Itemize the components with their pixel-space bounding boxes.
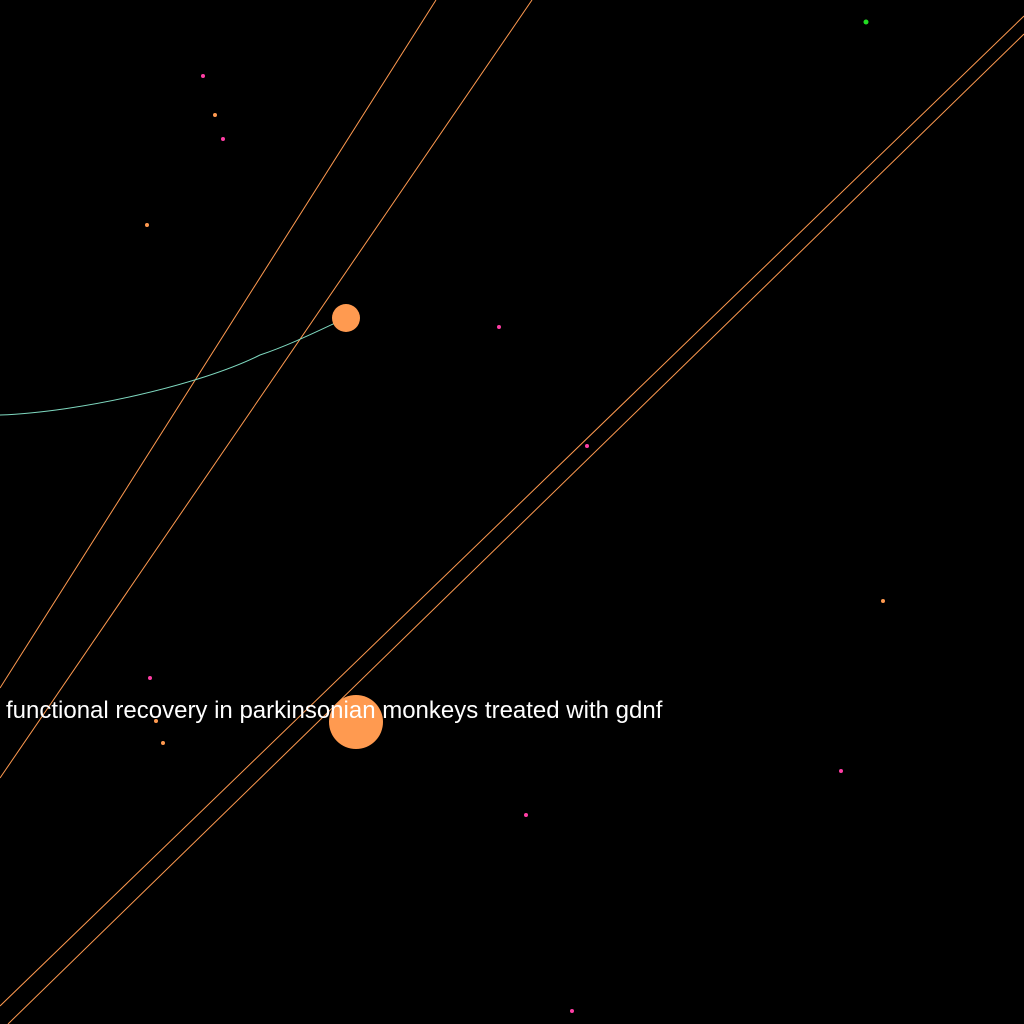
graph-node-large[interactable] bbox=[329, 695, 383, 749]
graph-node[interactable] bbox=[154, 719, 158, 723]
labels-layer: functional recovery in parkinsonian monk… bbox=[6, 697, 663, 724]
edge bbox=[0, 317, 347, 416]
graph-node[interactable] bbox=[221, 137, 225, 141]
graph-node[interactable] bbox=[161, 741, 165, 745]
edge bbox=[0, 0, 437, 689]
graph-node[interactable] bbox=[145, 223, 149, 227]
graph-node[interactable] bbox=[213, 113, 217, 117]
edge bbox=[7, 33, 1024, 1024]
graph-node[interactable] bbox=[881, 599, 885, 603]
graph-node[interactable] bbox=[585, 444, 589, 448]
graph-node[interactable] bbox=[497, 325, 501, 329]
edge bbox=[0, 15, 1024, 1007]
main-node-label: functional recovery in parkinsonian monk… bbox=[6, 697, 663, 724]
graph-node[interactable] bbox=[863, 19, 869, 25]
nodes-layer bbox=[145, 19, 885, 1013]
graph-node-medium[interactable] bbox=[332, 304, 360, 332]
graph-node[interactable] bbox=[524, 813, 528, 817]
graph-node[interactable] bbox=[839, 769, 843, 773]
edge bbox=[0, 0, 533, 779]
graph-node[interactable] bbox=[148, 676, 152, 680]
graph-node[interactable] bbox=[570, 1009, 574, 1013]
graph-node[interactable] bbox=[201, 74, 205, 78]
